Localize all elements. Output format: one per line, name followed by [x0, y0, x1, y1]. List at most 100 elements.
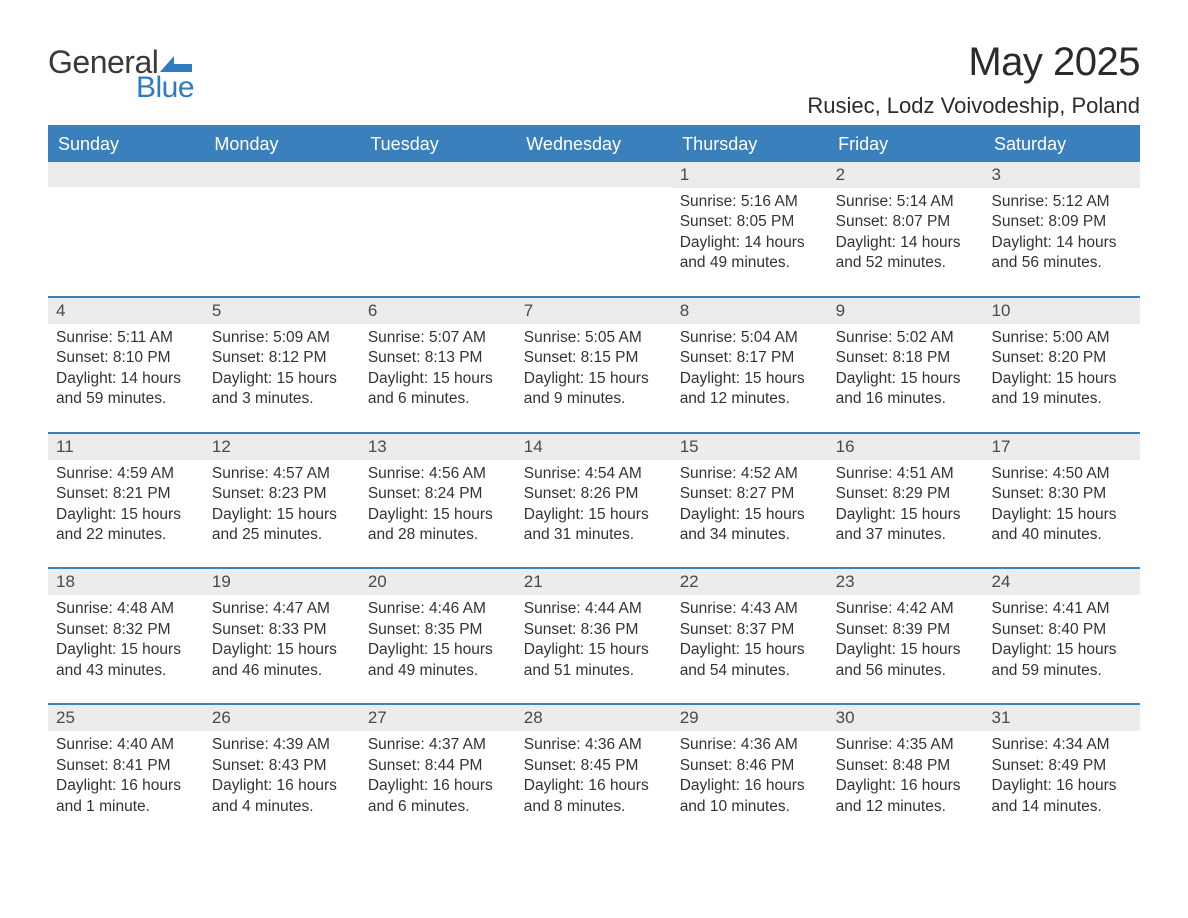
day-number-bar: 22 — [672, 569, 828, 595]
day-number-bar: 26 — [204, 705, 360, 731]
daylight-line: Daylight: 15 hours and 3 minutes. — [212, 369, 352, 410]
calendar-week-row: 25Sunrise: 4:40 AMSunset: 8:41 PMDayligh… — [48, 704, 1140, 839]
sunset-value: 8:21 PM — [113, 485, 171, 502]
daylight-line: Daylight: 16 hours and 4 minutes. — [212, 776, 352, 817]
sunset-value: 8:05 PM — [737, 213, 795, 230]
sunset-value: 8:10 PM — [113, 349, 171, 366]
sunrise-value: 5:09 AM — [273, 329, 330, 346]
sunset-line: Sunset: 8:20 PM — [992, 348, 1132, 368]
sunset-value: 8:29 PM — [892, 485, 950, 502]
daylight-line: Daylight: 15 hours and 49 minutes. — [368, 640, 508, 681]
day-number: 18 — [56, 572, 75, 591]
daylight-line: Daylight: 15 hours and 34 minutes. — [680, 505, 820, 546]
day-details: Sunrise: 4:51 AMSunset: 8:29 PMDaylight:… — [828, 460, 984, 546]
sunset-value: 8:27 PM — [737, 485, 795, 502]
calendar-week-row: 11 Sunrise: 4:59 AMSunset: 8:21 PMDayligh… — [48, 433, 1140, 569]
day-number-bar — [48, 162, 204, 187]
sunrise-line: Sunrise: 5:11 AM — [56, 328, 196, 348]
daylight-label: Daylight: — [368, 506, 433, 523]
day-details: Sunrise: 4:59 AMSunset: 8:21 PMDaylight:… — [48, 460, 204, 546]
sunrise-value: 4:41 AM — [1053, 600, 1110, 617]
sunset-value: 8:26 PM — [581, 485, 639, 502]
sunrise-label: Sunrise: — [368, 600, 429, 617]
sunrise-label: Sunrise: — [212, 600, 273, 617]
day-details: Sunrise: 4:48 AMSunset: 8:32 PMDaylight:… — [48, 595, 204, 681]
sunset-value: 8:41 PM — [113, 757, 171, 774]
brand-logo: General Blue — [48, 44, 194, 105]
sunset-line: Sunset: 8:40 PM — [992, 620, 1132, 640]
day-number-bar: 9 — [828, 298, 984, 324]
sunrise-line: Sunrise: 5:07 AM — [368, 328, 508, 348]
day-details: Sunrise: 4:56 AMSunset: 8:24 PMDaylight:… — [360, 460, 516, 546]
calendar-day-cell: 15Sunrise: 4:52 AMSunset: 8:27 PMDayligh… — [672, 433, 828, 569]
sunrise-value: 4:44 AM — [585, 600, 642, 617]
day-number-bar: 15 — [672, 434, 828, 460]
weekday-header: Tuesday — [360, 127, 516, 162]
day-number-bar: 28 — [516, 705, 672, 731]
sunset-value: 8:46 PM — [737, 757, 795, 774]
sunrise-line: Sunrise: 4:36 AM — [524, 735, 664, 755]
title-block: May 2025 Rusiec, Lodz Voivodeship, Polan… — [807, 40, 1140, 119]
calendar-day-cell — [204, 162, 360, 297]
sunrise-label: Sunrise: — [836, 329, 897, 346]
day-number-bar: 14 — [516, 434, 672, 460]
sunrise-value: 4:35 AM — [897, 736, 954, 753]
calendar-week-row: 4 Sunrise: 5:11 AM Sunset: 8:10 PM Daylight… — [48, 297, 1140, 433]
sunrise-value: 4:39 AM — [273, 736, 330, 753]
sunrise-label: Sunrise: — [56, 465, 117, 482]
sunset-value: 8:48 PM — [892, 757, 950, 774]
calendar-day-cell: 19Sunrise: 4:47 AMSunset: 8:33 PMDayligh… — [204, 568, 360, 704]
weekday-header: Thursday — [672, 127, 828, 162]
sunset-line: Sunset: 8:23 PM — [212, 484, 352, 504]
sunset-line: Sunset: 8:45 PM — [524, 756, 664, 776]
sunrise-label: Sunrise: — [56, 736, 117, 753]
sunset-value: 8:49 PM — [1048, 757, 1106, 774]
calendar-day-cell — [360, 162, 516, 297]
calendar-day-cell: 22Sunrise: 4:43 AMSunset: 8:37 PMDayligh… — [672, 568, 828, 704]
sunset-line: Sunset: 8:43 PM — [212, 756, 352, 776]
sunset-line: Sunset: 8:09 PM — [992, 212, 1132, 232]
sunset-line: Sunset: 8:32 PM — [56, 620, 196, 640]
calendar-day-cell: 16Sunrise: 4:51 AMSunset: 8:29 PMDayligh… — [828, 433, 984, 569]
sunrise-line: Sunrise: 4:57 AM — [212, 464, 352, 484]
sunrise-label: Sunrise: — [680, 465, 741, 482]
day-details: Sunrise: 4:34 AMSunset: 8:49 PMDaylight:… — [984, 731, 1140, 817]
sunrise-label: Sunrise: — [992, 465, 1053, 482]
sunrise-label: Sunrise: — [836, 736, 897, 753]
day-number-bar: 19 — [204, 569, 360, 595]
location: Rusiec, Lodz Voivodeship, Poland — [807, 93, 1140, 119]
calendar-day-cell: 5Sunrise: 5:09 AMSunset: 8:12 PMDaylight… — [204, 297, 360, 433]
daylight-line: Daylight: 15 hours and 9 minutes. — [524, 369, 664, 410]
sunset-label: Sunset: — [836, 349, 893, 366]
day-number-bar — [204, 162, 360, 187]
day-number-bar: 29 — [672, 705, 828, 731]
daylight-label: Daylight: — [680, 370, 745, 387]
sunrise-label: Sunrise: — [836, 193, 897, 210]
day-number-bar: 4 — [48, 298, 204, 324]
day-number-bar: 7 — [516, 298, 672, 324]
sunrise-value: 4:42 AM — [897, 600, 954, 617]
day-number-bar: 8 — [672, 298, 828, 324]
sunset-line: Sunset: 8:36 PM — [524, 620, 664, 640]
calendar-day-cell: 11 Sunrise: 4:59 AMSunset: 8:21 PMDayligh… — [48, 433, 204, 569]
sunset-label: Sunset: — [524, 349, 581, 366]
calendar-day-cell: 21Sunrise: 4:44 AMSunset: 8:36 PMDayligh… — [516, 568, 672, 704]
calendar-day-cell — [516, 162, 672, 297]
header-block: General Blue May 2025 Rusiec, Lodz Voivo… — [48, 40, 1140, 119]
day-number-bar: 30 — [828, 705, 984, 731]
sunset-line: Sunset: 8:07 PM — [836, 212, 976, 232]
weekday-header: Friday — [828, 127, 984, 162]
sunset-line: Sunset: 8:33 PM — [212, 620, 352, 640]
day-number-bar: 21 — [516, 569, 672, 595]
sunrise-line: Sunrise: 4:44 AM — [524, 599, 664, 619]
day-details: Sunrise: 4:36 AMSunset: 8:45 PMDaylight:… — [516, 731, 672, 817]
sunrise-label: Sunrise: — [524, 600, 585, 617]
sunset-value: 8:17 PM — [737, 349, 795, 366]
daylight-line: Daylight: 15 hours and 12 minutes. — [680, 369, 820, 410]
day-number: 11 — [56, 437, 74, 456]
sunset-value: 8:09 PM — [1048, 213, 1106, 230]
sunrise-value: 5:07 AM — [429, 329, 486, 346]
sunrise-value: 4:37 AM — [429, 736, 486, 753]
day-number: 27 — [368, 708, 387, 727]
calendar-day-cell: 6Sunrise: 5:07 AMSunset: 8:13 PMDaylight… — [360, 297, 516, 433]
